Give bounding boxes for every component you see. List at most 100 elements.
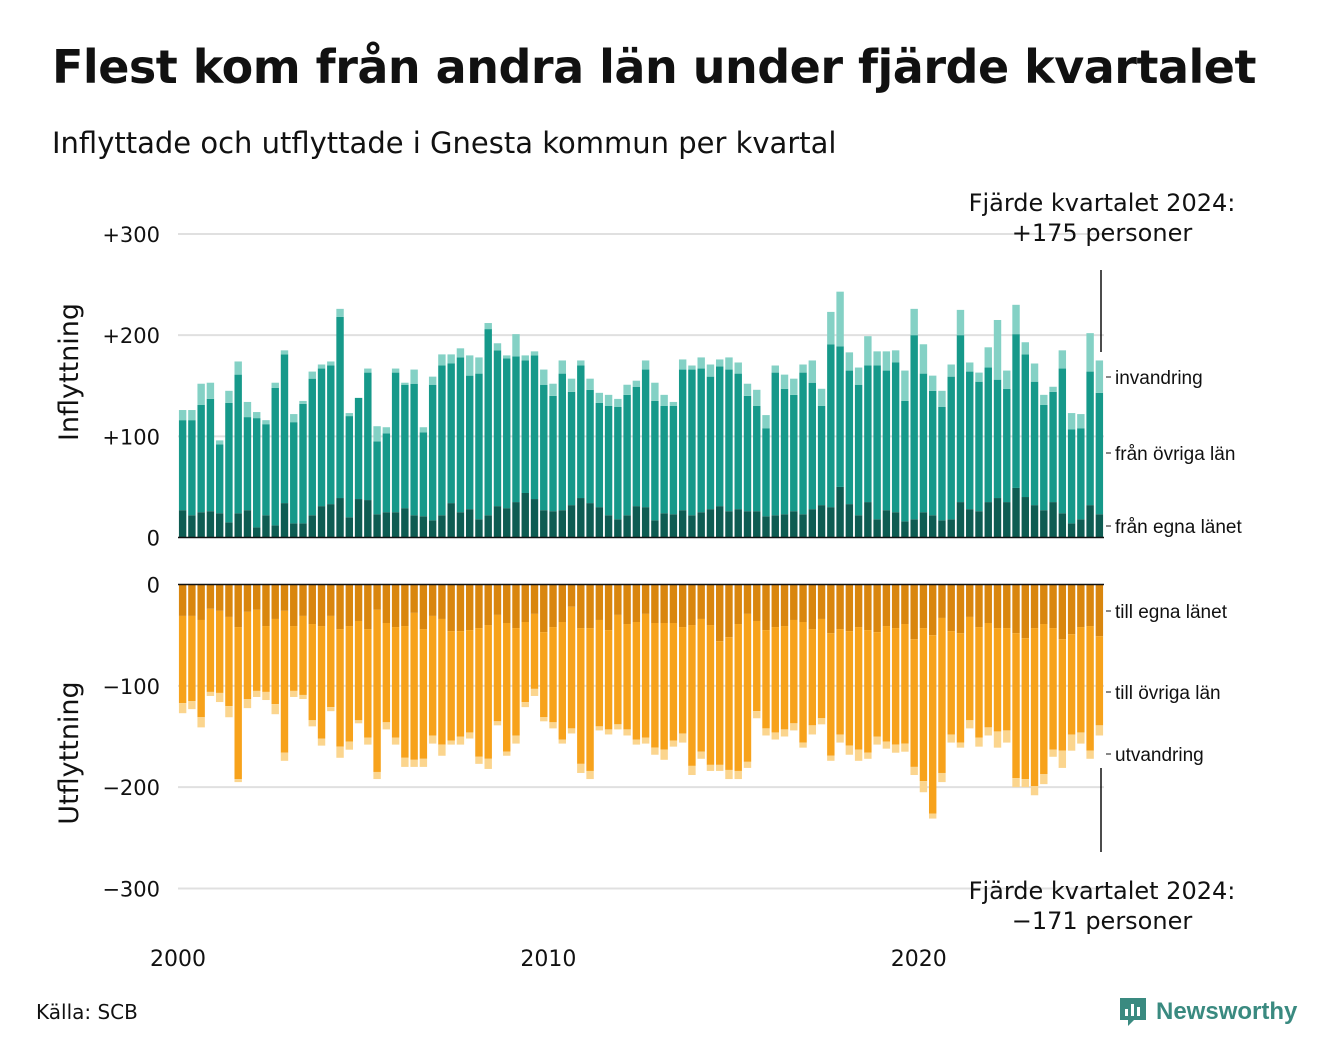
y-axis-title-in: Inflyttning	[54, 303, 85, 441]
bar-out-ovriga	[1030, 628, 1039, 787]
bar-in-invandring	[660, 394, 668, 406]
bar-out-utvandring	[290, 690, 298, 697]
bar-in-invandring	[641, 360, 650, 370]
bar-in-egna	[253, 527, 261, 538]
bar-out-egna	[354, 584, 363, 621]
bar-out-egna	[438, 584, 446, 619]
bar-out-utvandring	[1067, 734, 1076, 751]
bar-in-ovriga	[419, 432, 428, 517]
bar-out-utvandring	[577, 763, 585, 773]
bar-in-egna	[891, 512, 900, 538]
bar-in-invandring	[364, 368, 372, 373]
bar-in-egna	[317, 506, 326, 538]
bar-in-ovriga	[651, 400, 659, 521]
bar-out-utvandring	[641, 737, 650, 744]
bar-in-ovriga	[1021, 354, 1029, 498]
bar-out-egna	[873, 584, 881, 633]
bar-in-invandring	[1003, 370, 1011, 389]
bar-in-egna	[586, 503, 594, 538]
series-label-in: från övriga län	[1115, 444, 1235, 465]
bar-out-ovriga	[947, 631, 955, 735]
bar-in-egna	[577, 498, 585, 538]
bar-out-ovriga	[447, 631, 455, 741]
bar-in-ovriga	[428, 384, 437, 521]
bar-out-egna	[984, 584, 992, 624]
bar-in-egna	[567, 505, 576, 538]
bar-out-egna	[317, 584, 326, 627]
bar-out-egna	[234, 584, 242, 628]
y-tick-label-out: 0	[147, 574, 160, 598]
bar-out-utvandring	[790, 723, 798, 731]
bar-out-egna	[327, 584, 335, 616]
bar-in-egna	[447, 503, 455, 538]
bar-in-egna	[178, 510, 187, 538]
bar-in-invandring	[753, 389, 761, 406]
bar-in-invandring	[864, 336, 872, 366]
y-tick-label-out: −200	[102, 776, 160, 800]
bar-out-ovriga	[984, 623, 992, 728]
bar-out-ovriga	[586, 628, 594, 771]
bar-in-egna	[956, 502, 965, 538]
bar-out-egna	[743, 584, 752, 614]
bar-in-ovriga	[280, 354, 289, 504]
bar-out-egna	[280, 584, 289, 611]
bar-out-utvandring	[521, 702, 529, 708]
bar-out-egna	[456, 584, 465, 632]
bar-out-utvandring	[827, 755, 835, 761]
bar-out-ovriga	[577, 628, 585, 764]
bar-in-invandring	[419, 427, 428, 433]
bar-out-ovriga	[234, 627, 242, 780]
bar-out-utvandring	[391, 737, 400, 745]
bar-in-invandring	[688, 365, 696, 370]
bar-in-egna	[604, 515, 613, 538]
bar-out-utvandring	[919, 781, 928, 793]
bar-in-invandring	[1049, 386, 1057, 392]
bar-out-utvandring	[336, 746, 344, 758]
bar-in-invandring	[790, 378, 798, 395]
bar-in-egna	[1049, 502, 1057, 538]
y-tick-label-out: −300	[102, 878, 160, 902]
bar-out-ovriga	[178, 615, 187, 704]
series-label-out: till egna länet	[1115, 602, 1228, 623]
bar-out-utvandring	[215, 692, 224, 703]
bar-in-egna	[327, 504, 335, 538]
bar-out-utvandring	[262, 691, 270, 701]
bar-out-ovriga	[845, 631, 854, 746]
bar-in-ovriga	[308, 378, 316, 516]
bar-in-ovriga	[465, 375, 474, 510]
bar-in-ovriga	[215, 444, 224, 514]
bar-in-invandring	[521, 355, 529, 361]
bar-out-ovriga	[438, 618, 446, 745]
bar-in-invandring	[706, 364, 715, 377]
bar-out-utvandring	[595, 726, 604, 731]
bar-out-utvandring	[660, 749, 668, 760]
bar-out-utvandring	[178, 703, 187, 714]
bar-in-ovriga	[243, 417, 252, 511]
bar-out-ovriga	[651, 623, 659, 748]
bar-in-invandring	[530, 351, 539, 356]
bar-out-utvandring	[410, 759, 418, 767]
bar-in-invandring	[799, 364, 807, 373]
bar-out-utvandring	[503, 751, 511, 756]
bar-out-utvandring	[493, 721, 502, 726]
bar-in-ovriga	[558, 373, 566, 511]
bar-in-ovriga	[623, 394, 631, 516]
bar-in-egna	[206, 511, 215, 538]
bar-in-ovriga	[317, 368, 326, 507]
bar-in-egna	[484, 515, 492, 538]
bar-out-utvandring	[401, 757, 409, 767]
bar-out-ovriga	[854, 627, 863, 750]
bar-in-ovriga	[901, 400, 909, 522]
bar-out-utvandring	[836, 734, 844, 743]
bar-out-egna	[716, 584, 724, 642]
bar-out-ovriga	[790, 619, 798, 724]
bar-in-invandring	[1058, 350, 1067, 369]
bar-out-ovriga	[623, 624, 631, 730]
bar-in-egna	[845, 504, 854, 538]
bar-out-egna	[391, 584, 400, 628]
bar-out-egna	[1021, 584, 1029, 639]
series-label-in: invandring	[1115, 368, 1203, 389]
bar-in-ovriga	[530, 355, 539, 500]
annotation-out-line1: Fjärde kvartalet 2024:	[968, 877, 1236, 905]
bar-in-invandring	[336, 308, 344, 317]
